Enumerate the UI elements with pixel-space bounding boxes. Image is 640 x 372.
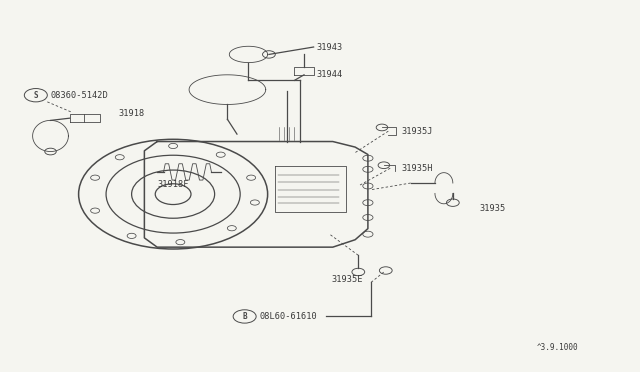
Text: 31935: 31935: [479, 204, 506, 213]
Text: 08L60-61610: 08L60-61610: [259, 312, 317, 321]
Text: 08360-5142D: 08360-5142D: [51, 91, 108, 100]
Text: 31935E: 31935E: [332, 275, 363, 284]
Text: 31935J: 31935J: [402, 126, 433, 136]
Text: S: S: [33, 91, 38, 100]
Text: 31943: 31943: [317, 42, 343, 51]
Text: 31935H: 31935H: [402, 164, 433, 173]
Text: ^3.9.1000: ^3.9.1000: [537, 343, 579, 352]
Text: 31918: 31918: [119, 109, 145, 118]
Text: 31918F: 31918F: [157, 180, 189, 189]
Text: B: B: [243, 312, 247, 321]
Text: 31944: 31944: [317, 70, 343, 79]
